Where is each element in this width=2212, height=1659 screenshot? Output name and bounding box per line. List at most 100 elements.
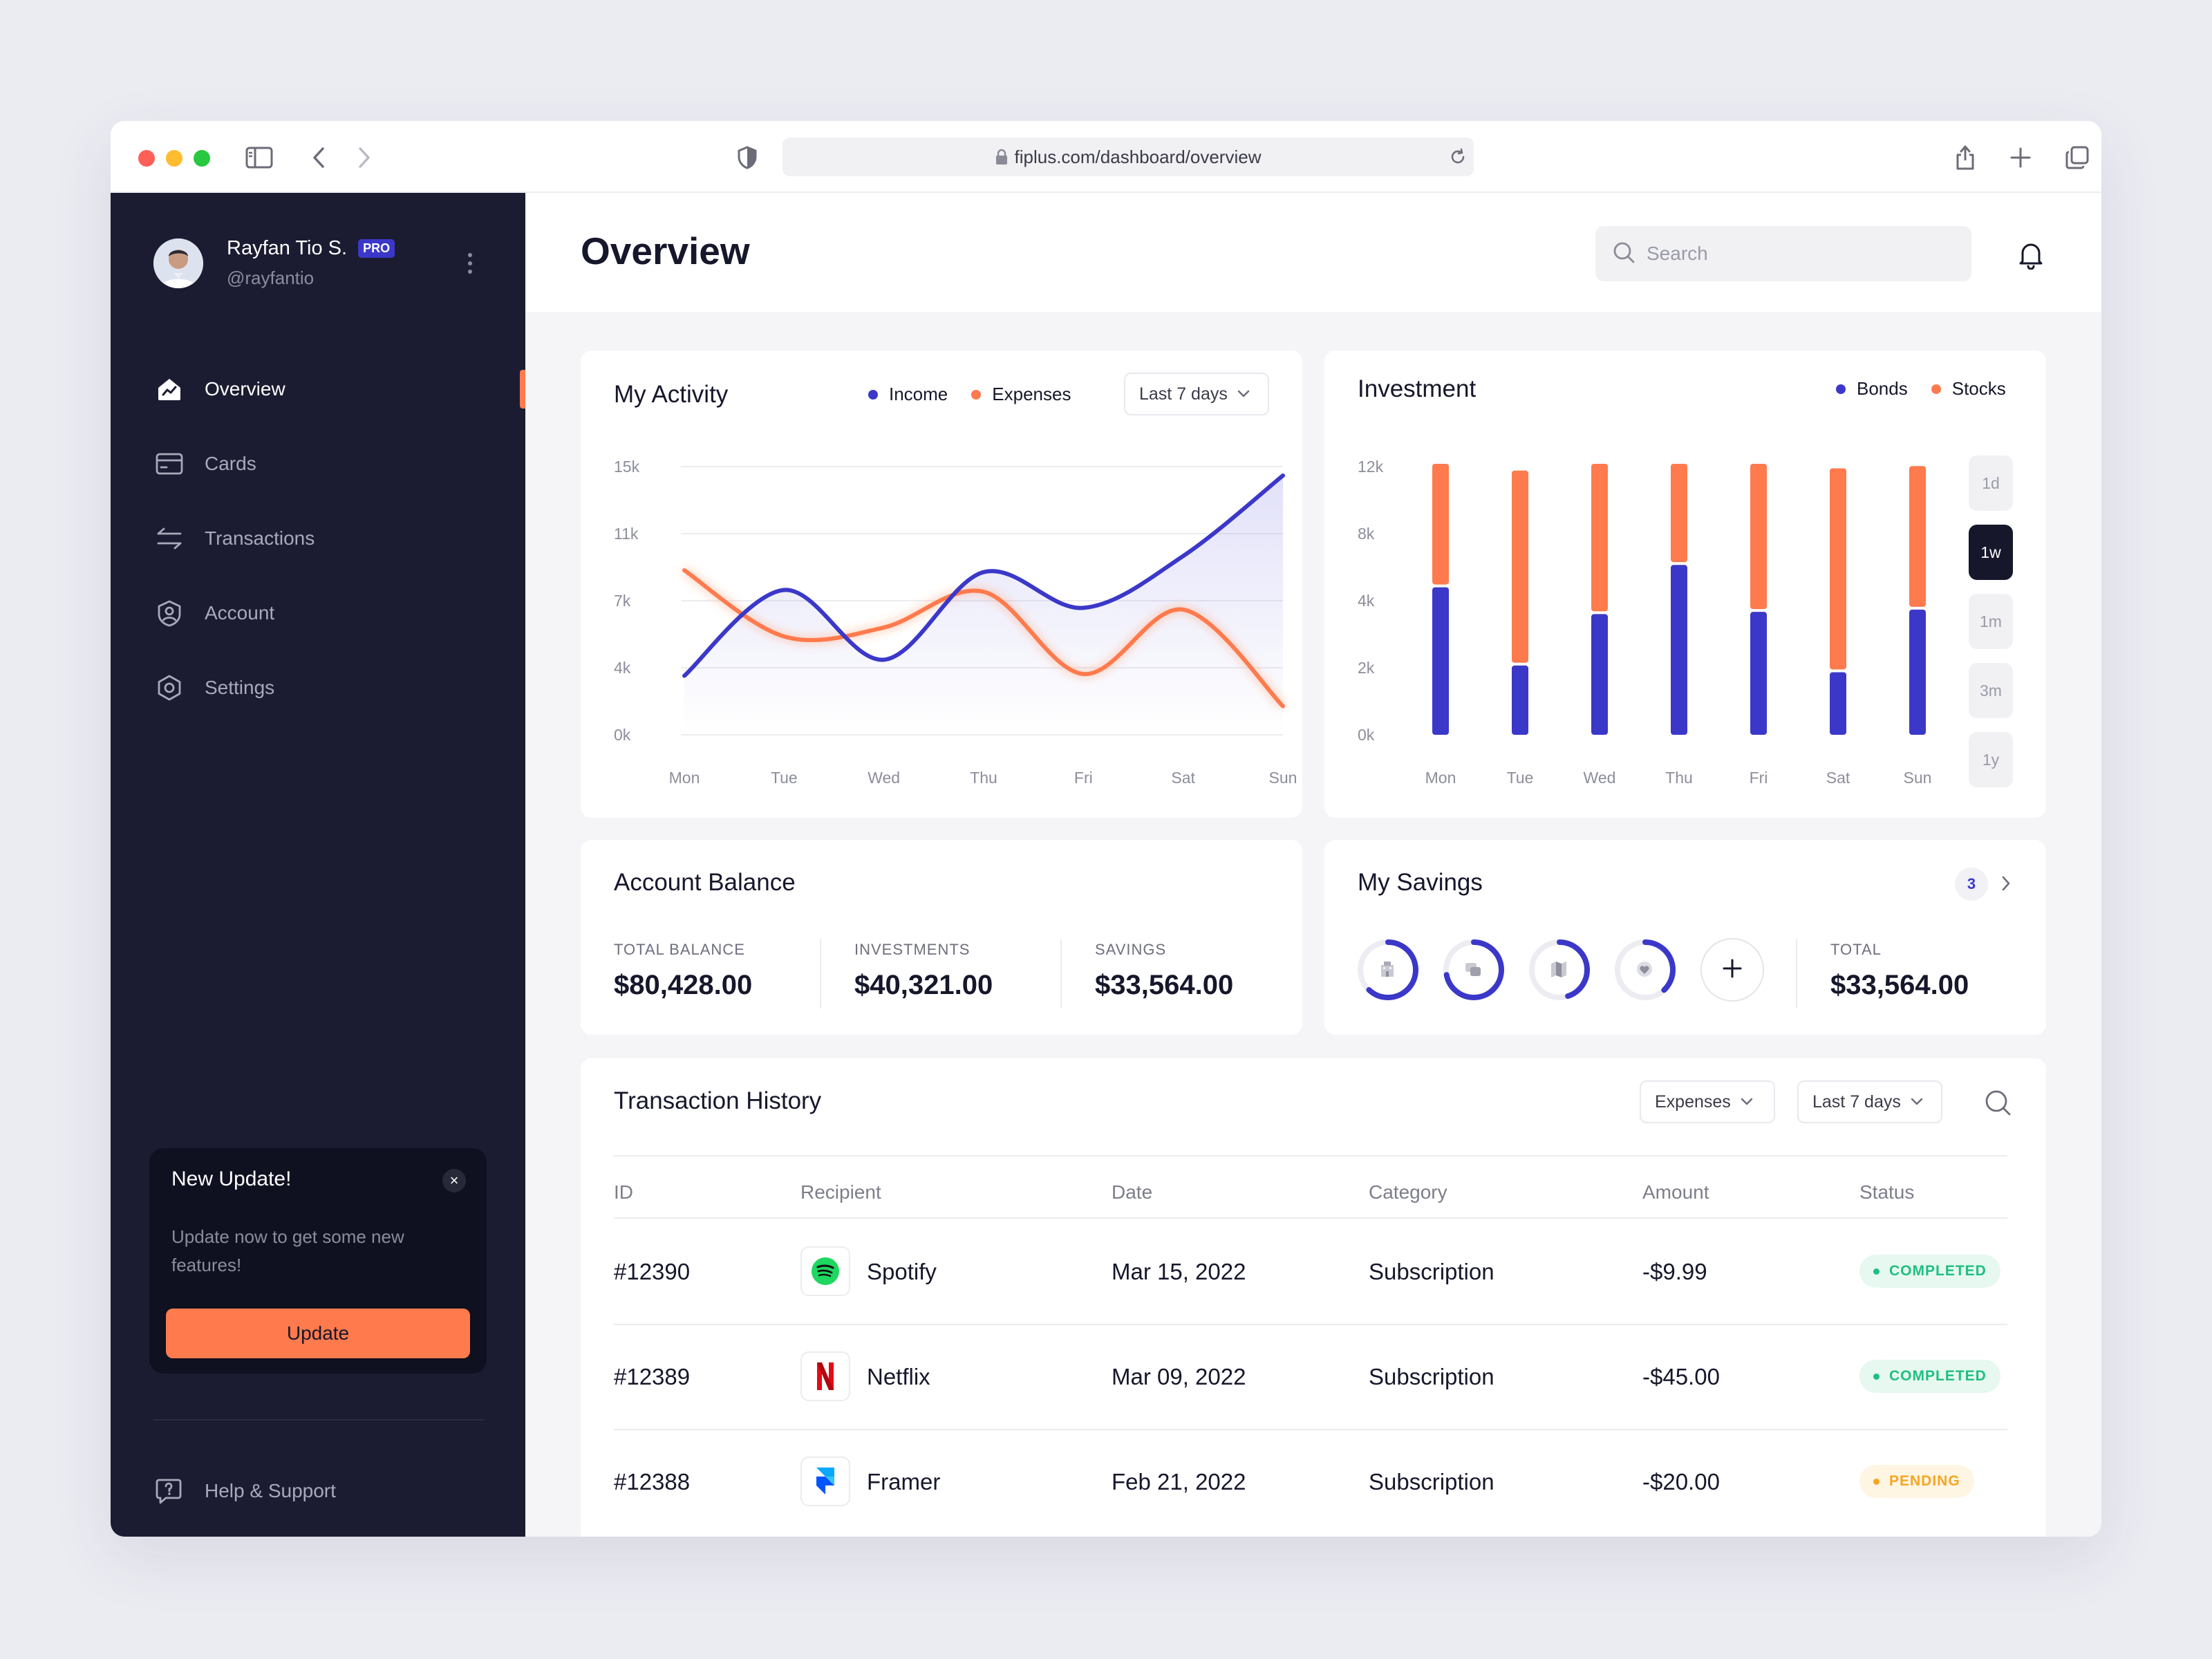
recipient-name: Netflix — [867, 1364, 930, 1389]
add-saving-button[interactable] — [1700, 938, 1764, 1002]
tab-overview-icon[interactable] — [2061, 142, 2093, 174]
update-button[interactable]: Update — [166, 1309, 470, 1358]
url-text: fiplus.com/dashboard/overview — [1014, 146, 1262, 167]
more-options-icon[interactable] — [456, 248, 484, 279]
bonds-bar — [1830, 672, 1846, 735]
bell-icon[interactable] — [2012, 236, 2050, 274]
period-1m[interactable]: 1m — [1969, 594, 2013, 649]
forward-icon[interactable] — [348, 142, 380, 174]
column-header-date[interactable]: Date — [1112, 1181, 1153, 1203]
balance-card: Account Balance TOTAL BALANCE $80,428.00… — [581, 840, 1302, 1035]
transaction-date: Feb 21, 2022 — [1112, 1469, 1246, 1494]
minimize-window-button[interactable] — [166, 150, 182, 167]
income-area — [684, 475, 1283, 735]
activity-range-dropdown[interactable]: Last 7 days — [1124, 373, 1269, 415]
netflix-logo — [800, 1351, 850, 1401]
transaction-amount: -$20.00 — [1642, 1469, 1720, 1494]
close-window-button[interactable] — [138, 150, 155, 167]
savings-goal-ring[interactable] — [1442, 938, 1506, 1002]
page-header: Overview — [525, 193, 2101, 312]
range-dropdown[interactable]: Last 7 days — [1797, 1080, 1942, 1123]
stat-label: SAVINGS — [1095, 941, 1167, 958]
period-1y[interactable]: 1y — [1969, 732, 2013, 787]
help-support-link[interactable]: Help & Support — [153, 1476, 336, 1506]
shield-icon[interactable] — [731, 142, 763, 174]
legend-stocks: Stocks — [1931, 378, 2006, 400]
savings-card: My Savings 3 — [1324, 840, 2046, 1035]
status-dot — [1873, 1478, 1880, 1485]
column-header-category[interactable]: Category — [1369, 1181, 1447, 1203]
sidebar-item-account[interactable]: Account — [155, 594, 494, 632]
new-tab-icon[interactable] — [2005, 142, 2036, 174]
activity-legend: Income Expenses — [868, 384, 1071, 405]
period-1w[interactable]: 1w — [1969, 525, 2013, 580]
legend-expenses: Expenses — [971, 384, 1071, 405]
savings-value: $33,564.00 — [1095, 970, 1234, 1000]
search-icon[interactable] — [1984, 1089, 2012, 1120]
investments-value: $40,321.00 — [854, 970, 993, 1000]
sidebar-item-overview[interactable]: Overview — [155, 370, 494, 409]
transfer-icon — [155, 524, 184, 553]
maximize-window-button[interactable] — [194, 150, 210, 167]
status-text: COMPLETED — [1889, 1368, 1987, 1384]
balance-title: Account Balance — [614, 869, 796, 896]
active-indicator — [520, 370, 525, 409]
bonds-bar — [1750, 612, 1767, 735]
legend-label: Expenses — [992, 384, 1071, 404]
column-header-id[interactable]: ID — [614, 1181, 633, 1203]
share-icon[interactable] — [1949, 142, 1981, 174]
pro-badge: PRO — [358, 239, 395, 258]
sidebar-item-cards[interactable]: Cards — [155, 444, 494, 483]
card-icon — [155, 449, 184, 478]
period-1d[interactable]: 1d — [1969, 456, 2013, 511]
x-tick-label: Fri — [1750, 769, 1768, 787]
status-dot — [1873, 1268, 1880, 1275]
x-tick-label: Mon — [669, 769, 700, 787]
savings-goal-ring[interactable] — [1613, 938, 1677, 1002]
lock-icon — [995, 149, 1008, 165]
activity-card: My Activity Income Expenses Last 7 days — [581, 350, 1302, 818]
x-tick-label: Sat — [1171, 769, 1195, 787]
user-handle: @rayfantio — [227, 268, 315, 288]
column-header-amount[interactable]: Amount — [1642, 1181, 1709, 1203]
activity-title: My Activity — [614, 381, 729, 408]
chevron-down-icon — [1237, 390, 1250, 398]
transaction-id: #12388 — [614, 1469, 691, 1494]
y-tick-label: 12k — [1358, 458, 1384, 476]
savings-goal-ring[interactable] — [1528, 938, 1591, 1002]
transaction-category: Subscription — [1369, 1469, 1494, 1494]
main-content: Overview My Activity Income Expenses Las… — [525, 193, 2101, 1537]
stat-label: TOTAL BALANCE — [614, 941, 745, 958]
table-divider — [614, 1217, 2007, 1219]
filter-dropdown[interactable]: Expenses — [1640, 1080, 1775, 1123]
close-icon[interactable]: × — [442, 1169, 466, 1192]
dropdown-value: Last 7 days — [1812, 1091, 1901, 1112]
recipient-name: Framer — [867, 1469, 941, 1494]
transaction-date: Mar 15, 2022 — [1112, 1259, 1246, 1284]
column-header-status[interactable]: Status — [1859, 1181, 1915, 1203]
column-header-recipient[interactable]: Recipient — [800, 1181, 881, 1203]
sidebar-item-settings[interactable]: Settings — [155, 668, 494, 707]
search-input[interactable] — [1647, 243, 1951, 265]
avatar[interactable] — [153, 238, 203, 288]
back-icon[interactable] — [303, 142, 335, 174]
period-3m[interactable]: 3m — [1969, 663, 2013, 718]
car-icon — [1463, 959, 1484, 980]
y-tick-label: 11k — [614, 525, 639, 543]
sidebar-toggle-icon[interactable] — [243, 142, 275, 174]
x-tick-label: Mon — [1425, 769, 1456, 787]
sidebar-item-transactions[interactable]: Transactions — [155, 519, 494, 558]
address-bar[interactable]: fiplus.com/dashboard/overview — [782, 138, 1474, 176]
reload-icon[interactable] — [1449, 147, 1467, 171]
table-divider — [614, 1324, 2007, 1325]
y-tick-label: 8k — [1358, 525, 1375, 543]
transaction-date: Mar 09, 2022 — [1112, 1364, 1246, 1389]
savings-goal-ring[interactable] — [1356, 938, 1420, 1002]
x-tick-label: Sun — [1904, 769, 1932, 787]
stocks-bar — [1909, 466, 1926, 607]
stat-label: INVESTMENTS — [854, 941, 971, 958]
x-tick-label: Sat — [1826, 769, 1850, 787]
search-box[interactable] — [1595, 226, 1971, 281]
chevron-right-icon[interactable] — [2000, 874, 2012, 896]
stocks-bar — [1830, 468, 1846, 670]
